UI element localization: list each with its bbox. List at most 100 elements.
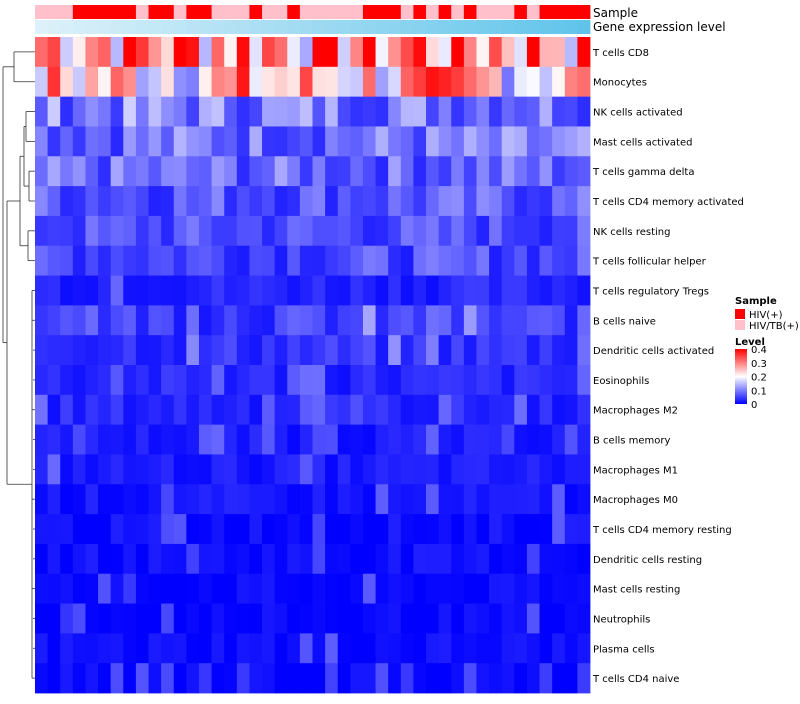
heatmap-cell [186,573,200,604]
gene-expression-annotation-cell [350,20,364,34]
heatmap-cell [198,543,212,575]
heatmap-cell [463,126,477,157]
heatmap-cell [337,215,351,247]
heatmap-cell [438,66,452,98]
heatmap-cell [123,96,137,127]
heatmap-cell [110,394,124,426]
heatmap-cell [489,514,503,545]
heatmap-cell [173,335,187,366]
heatmap-cell [274,245,288,276]
heatmap-cell [375,156,389,187]
sample-annotation-cell [72,5,86,19]
heatmap-cell [85,454,99,485]
heatmap-cell [47,186,61,217]
heatmap-cell [539,454,553,485]
sample-annotation-cell [299,5,313,19]
heatmap-cell [287,543,301,575]
heatmap-cell [274,424,288,455]
heatmap-cell [388,633,402,664]
heatmap-cell [72,394,86,426]
heatmap-cell [325,335,339,366]
heatmap-cell [476,335,490,366]
heatmap-cell [514,514,528,545]
sample-annotation-cell [350,5,364,19]
heatmap-cell [211,394,225,426]
heatmap-cell [325,394,339,426]
heatmap-cell [362,156,376,187]
heatmap-cell [186,37,200,68]
row-dendrogram [2,51,35,679]
heatmap-cell [123,514,137,545]
heatmap-cell [249,573,263,604]
sample-annotation-cell [161,5,175,19]
heatmap-cell [388,96,402,127]
legend-color-scale [735,349,747,404]
heatmap-cell [135,305,149,336]
heatmap-cell [337,573,351,604]
heatmap-cell [186,66,200,98]
heatmap-cell [249,663,263,694]
gene-expression-annotation-cell [337,20,351,34]
sample-annotation-cell [413,5,427,19]
heatmap-cell [135,186,149,217]
heatmap-cell [476,245,490,276]
heatmap-cell [249,186,263,217]
heatmap-cell [173,96,187,127]
heatmap-cell [489,603,503,634]
gene-expression-annotation-cell [539,20,553,34]
sample-annotation-cell [148,5,162,19]
heatmap-cell [388,186,402,217]
heatmap-cell [262,663,276,694]
gene-expression-annotation-cell [35,20,49,34]
heatmap-cell [526,156,540,187]
heatmap-cell [413,156,427,187]
heatmap-cell [539,514,553,545]
heatmap-cell [47,365,61,396]
gene-expression-annotation-cell [123,20,137,34]
heatmap-cell [224,365,238,396]
heatmap-cell [47,66,61,98]
heatmap-cell [325,633,339,664]
heatmap-cell [514,365,528,396]
heatmap-cell [186,424,200,455]
heatmap-cell [224,514,238,545]
heatmap-cell [337,543,351,575]
sample-annotation-cell [135,5,149,19]
heatmap-cell [274,514,288,545]
heatmap-cell [564,603,578,634]
heatmap-cell [274,66,288,98]
heatmap-cell [236,37,250,68]
heatmap-cell [438,633,452,664]
heatmap-cell [413,66,427,98]
heatmap-cell [186,454,200,485]
gene-expression-annotation-cell [514,20,528,34]
heatmap-cell [287,96,301,127]
heatmap-cell [451,66,465,98]
heatmap-cell [198,66,212,98]
gene-expression-annotation-cell [274,20,288,34]
heatmap-cell [198,633,212,664]
heatmap-cell [249,454,263,485]
heatmap-cell [362,543,376,575]
heatmap-cell [35,126,49,157]
sample-annotation-cell [438,5,452,19]
heatmap-cell [312,66,326,98]
heatmap-cell [224,543,238,575]
heatmap-cell [476,275,490,306]
heatmap-cell [72,454,86,485]
heatmap-cell [135,66,149,98]
legend-tick-label: 0.2 [751,373,767,384]
heatmap-cell [476,484,490,515]
heatmap-cell [577,275,591,306]
heatmap-cell [249,275,263,306]
heatmap-cell [211,543,225,575]
heatmap-cell [123,126,137,157]
heatmap-cell [514,96,528,127]
heatmap-cell [438,543,452,575]
heatmap-cell [262,96,276,127]
heatmap-cell [413,275,427,306]
heatmap-cell [476,305,490,336]
sample-annotation-cell [501,5,515,19]
heatmap-cell [47,603,61,634]
heatmap-cell [388,305,402,336]
